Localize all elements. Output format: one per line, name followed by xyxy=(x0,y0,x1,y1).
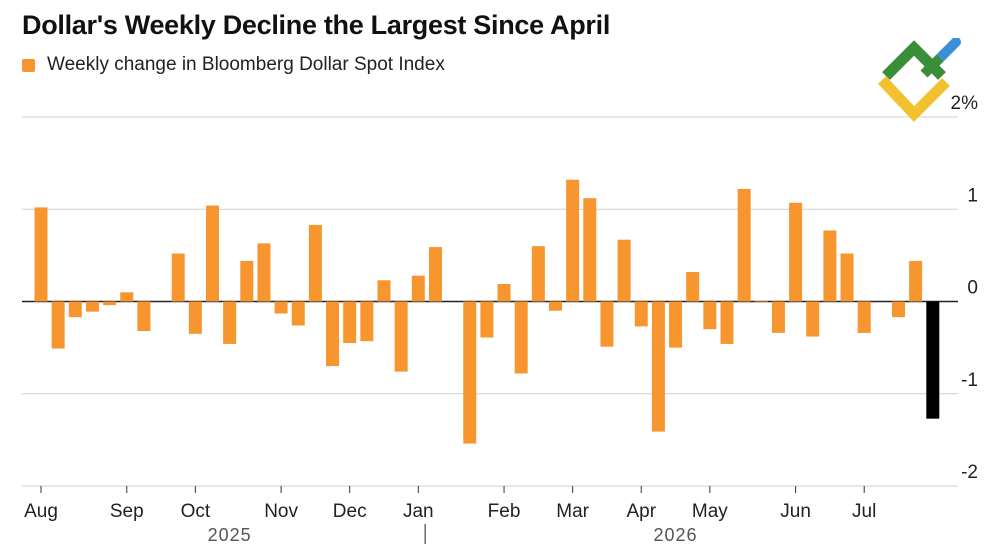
x-tick-label: Mar xyxy=(556,501,589,522)
bar xyxy=(600,301,614,347)
bar xyxy=(806,301,820,337)
legend-label: Weekly change in Bloomberg Dollar Spot I… xyxy=(47,54,445,75)
bar xyxy=(223,301,237,344)
bar xyxy=(583,198,597,302)
bar xyxy=(840,253,854,302)
bar xyxy=(51,301,65,349)
bar xyxy=(771,301,785,333)
bar xyxy=(549,301,562,311)
bar xyxy=(137,301,151,332)
y-tick-label: 2% xyxy=(951,93,979,114)
x-tick-label: Jul xyxy=(852,501,876,522)
brand-logo-icon xyxy=(877,38,961,122)
bar xyxy=(857,301,871,333)
x-tick-label: Jan xyxy=(403,501,434,522)
bar xyxy=(394,301,408,372)
bar xyxy=(120,292,134,302)
x-tick-label: Apr xyxy=(626,501,656,522)
bar xyxy=(68,301,82,318)
bar xyxy=(206,205,219,302)
x-tick-label: Oct xyxy=(181,501,211,522)
bar-latest-week xyxy=(926,301,940,419)
bar xyxy=(737,188,751,302)
y-tick-label: -1 xyxy=(961,370,978,391)
x-tick-label: Jun xyxy=(780,501,811,522)
y-tick-label: -2 xyxy=(961,462,978,483)
x-tick-label: May xyxy=(692,501,728,522)
bar xyxy=(754,300,768,302)
legend-swatch xyxy=(22,58,35,72)
bar xyxy=(343,301,357,344)
bar xyxy=(291,301,305,326)
x-tick-label: Nov xyxy=(264,501,298,522)
bar xyxy=(34,207,48,302)
x-tick-label: Dec xyxy=(333,501,367,522)
x-tick-label: Sep xyxy=(110,501,144,522)
bar xyxy=(669,301,683,348)
year-label: 2026 xyxy=(654,525,698,545)
year-label: 2025 xyxy=(208,525,252,545)
bar xyxy=(566,179,580,302)
bar xyxy=(428,247,442,302)
bar xyxy=(171,253,185,302)
x-tick-label: Feb xyxy=(488,501,521,522)
bar xyxy=(514,301,528,374)
bar xyxy=(531,246,545,302)
bar xyxy=(651,301,665,432)
bar xyxy=(308,224,322,302)
bar xyxy=(892,301,905,318)
bar xyxy=(377,280,391,302)
bar xyxy=(240,260,254,302)
bar xyxy=(85,301,99,312)
bar xyxy=(188,301,202,334)
legend: Weekly change in Bloomberg Dollar Spot I… xyxy=(22,54,445,76)
bar xyxy=(480,301,494,338)
chart-title: Dollar's Weekly Decline the Largest Sinc… xyxy=(22,10,611,40)
bar xyxy=(686,271,700,302)
y-tick-label: 0 xyxy=(967,278,978,299)
bar xyxy=(617,239,631,302)
logo-green-stroke xyxy=(920,54,944,78)
bar xyxy=(823,230,837,302)
bar xyxy=(103,301,117,306)
bar xyxy=(463,301,477,444)
bar xyxy=(411,275,425,302)
bar xyxy=(634,301,648,327)
bar xyxy=(274,301,288,314)
bar xyxy=(360,301,374,342)
bar xyxy=(703,301,717,330)
bar xyxy=(720,301,734,344)
x-tick-label: Aug xyxy=(24,501,58,522)
y-tick-label: 1 xyxy=(967,185,978,206)
bar xyxy=(909,260,923,302)
logo-yellow-chevron xyxy=(877,76,950,122)
bar xyxy=(497,283,511,302)
bar xyxy=(789,202,803,302)
bar xyxy=(257,243,271,302)
logo-blue-stroke xyxy=(935,38,961,63)
bar xyxy=(326,301,340,367)
